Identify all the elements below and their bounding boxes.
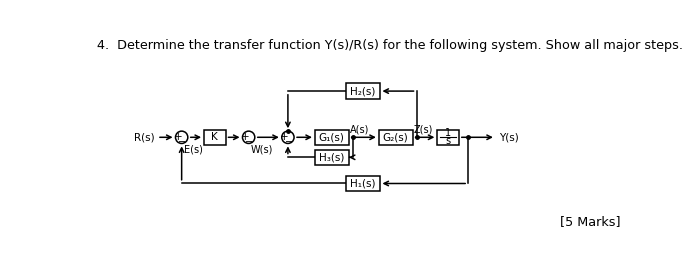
Bar xyxy=(204,130,225,145)
Text: +: + xyxy=(280,131,288,142)
Text: Y(s): Y(s) xyxy=(499,132,519,142)
Text: H₃(s): H₃(s) xyxy=(319,152,344,162)
Text: [5 Marks]: [5 Marks] xyxy=(560,215,621,228)
Text: s: s xyxy=(445,136,451,146)
Text: −: − xyxy=(245,137,253,147)
Text: G₂(s): G₂(s) xyxy=(383,132,409,142)
Text: K: K xyxy=(211,132,218,142)
Text: A(s): A(s) xyxy=(350,125,370,135)
Text: R(s): R(s) xyxy=(134,132,155,142)
Text: G₁(s): G₁(s) xyxy=(319,132,344,142)
Text: H₂(s): H₂(s) xyxy=(350,86,375,96)
Bar xyxy=(346,176,379,191)
Circle shape xyxy=(242,131,255,143)
Bar xyxy=(346,83,379,99)
Bar xyxy=(379,130,412,145)
Circle shape xyxy=(281,131,294,143)
Text: +: + xyxy=(174,131,182,142)
Text: 4.  Determine the transfer function Y(s)/R(s) for the following system. Show all: 4. Determine the transfer function Y(s)/… xyxy=(97,39,683,52)
Text: 1: 1 xyxy=(445,129,451,138)
Bar xyxy=(315,150,349,165)
Bar xyxy=(438,130,459,145)
Text: H₁(s): H₁(s) xyxy=(350,179,375,188)
Circle shape xyxy=(176,131,188,143)
Text: +: + xyxy=(241,131,249,142)
Bar xyxy=(315,130,349,145)
Text: W(s): W(s) xyxy=(251,145,273,155)
Text: Z(s): Z(s) xyxy=(414,125,433,135)
Text: −: − xyxy=(178,137,186,147)
Text: −: − xyxy=(285,137,293,147)
Text: E(s): E(s) xyxy=(184,145,203,155)
